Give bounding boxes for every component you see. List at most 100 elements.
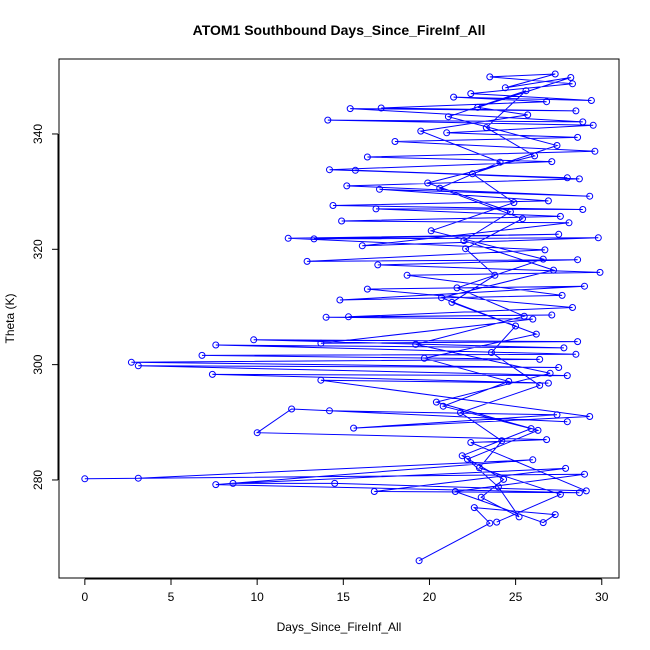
data-point bbox=[288, 405, 296, 413]
data-point bbox=[417, 127, 425, 135]
data-point bbox=[415, 557, 423, 565]
data-point bbox=[544, 197, 552, 205]
data-point bbox=[444, 113, 452, 121]
data-point bbox=[555, 230, 563, 238]
data-point bbox=[494, 483, 502, 491]
data-point bbox=[363, 285, 371, 293]
data-point bbox=[546, 369, 554, 377]
data-series bbox=[81, 70, 604, 565]
data-point bbox=[432, 398, 440, 406]
data-point bbox=[522, 87, 530, 95]
data-point bbox=[336, 296, 344, 304]
data-point bbox=[563, 174, 571, 182]
data-point bbox=[317, 339, 325, 347]
data-point bbox=[412, 340, 420, 348]
data-point bbox=[372, 205, 380, 213]
data-point bbox=[575, 489, 583, 497]
data-point bbox=[574, 133, 582, 141]
data-point bbox=[486, 73, 494, 81]
data-point bbox=[543, 436, 551, 444]
data-point bbox=[510, 199, 518, 207]
data-point bbox=[539, 255, 547, 263]
data-point bbox=[424, 179, 432, 187]
data-point bbox=[591, 147, 599, 155]
x-tick-label: 15 bbox=[337, 590, 351, 604]
data-point bbox=[501, 84, 509, 92]
data-point bbox=[594, 234, 602, 242]
data-point bbox=[253, 429, 261, 437]
y-tick-label: 280 bbox=[31, 470, 45, 490]
data-point bbox=[470, 504, 478, 512]
data-point bbox=[439, 402, 447, 410]
data-point bbox=[505, 377, 513, 385]
data-point bbox=[536, 355, 544, 363]
data-point bbox=[555, 364, 563, 371]
data-point bbox=[343, 182, 351, 190]
data-point bbox=[548, 158, 556, 166]
data-point bbox=[329, 202, 337, 209]
data-point bbox=[475, 464, 483, 472]
data-point bbox=[520, 312, 528, 320]
data-point bbox=[531, 152, 539, 160]
data-point bbox=[586, 413, 594, 420]
data-point bbox=[562, 464, 570, 472]
data-point bbox=[436, 184, 444, 192]
data-point bbox=[363, 153, 371, 161]
y-tick-label: 320 bbox=[31, 239, 45, 259]
data-point bbox=[486, 519, 494, 527]
data-point bbox=[536, 381, 544, 389]
data-point bbox=[467, 90, 475, 98]
data-point bbox=[532, 330, 540, 338]
data-point bbox=[322, 313, 330, 321]
data-point bbox=[403, 271, 411, 279]
data-point bbox=[579, 206, 587, 213]
data-point bbox=[551, 70, 559, 78]
data-point bbox=[579, 118, 587, 126]
data-point bbox=[586, 192, 594, 200]
data-point bbox=[303, 257, 311, 265]
data-point bbox=[208, 370, 216, 378]
data-point bbox=[438, 294, 445, 302]
y-tick-label: 340 bbox=[31, 124, 45, 144]
data-point bbox=[350, 424, 358, 432]
data-point bbox=[527, 425, 535, 433]
data-point bbox=[596, 268, 604, 276]
data-point bbox=[377, 104, 385, 112]
data-point bbox=[229, 479, 237, 487]
data-point bbox=[581, 470, 588, 478]
data-point bbox=[572, 107, 580, 115]
data-point bbox=[572, 350, 580, 358]
data-point bbox=[477, 493, 485, 501]
data-point bbox=[560, 344, 568, 352]
data-point bbox=[212, 341, 220, 349]
data-point bbox=[391, 138, 399, 145]
chart-title: ATOM1 Southbound Days_Since_FireInf_All bbox=[193, 22, 486, 38]
x-axis: 0 5 10 15 20 25 30 bbox=[82, 578, 609, 604]
data-point bbox=[565, 219, 573, 227]
data-point bbox=[582, 487, 590, 495]
data-point bbox=[529, 456, 537, 464]
data-point bbox=[563, 372, 571, 380]
data-point bbox=[463, 455, 471, 463]
data-point bbox=[326, 166, 333, 174]
data-point bbox=[543, 98, 551, 106]
data-point bbox=[460, 237, 468, 245]
data-point bbox=[496, 158, 504, 166]
data-point bbox=[351, 166, 359, 174]
data-point bbox=[551, 511, 559, 519]
data-point bbox=[548, 311, 556, 319]
data-point bbox=[212, 481, 220, 489]
data-point bbox=[524, 111, 532, 119]
data-point bbox=[498, 437, 506, 445]
data-point bbox=[574, 256, 582, 264]
x-tick-label: 25 bbox=[509, 590, 523, 604]
plot-frame bbox=[58, 58, 620, 579]
y-tick-label: 300 bbox=[31, 354, 45, 374]
data-point bbox=[556, 490, 564, 498]
data-point bbox=[541, 246, 549, 254]
data-point bbox=[569, 304, 576, 311]
data-point bbox=[563, 418, 571, 426]
data-point bbox=[493, 518, 501, 526]
data-point bbox=[575, 175, 583, 183]
data-point bbox=[284, 234, 292, 242]
